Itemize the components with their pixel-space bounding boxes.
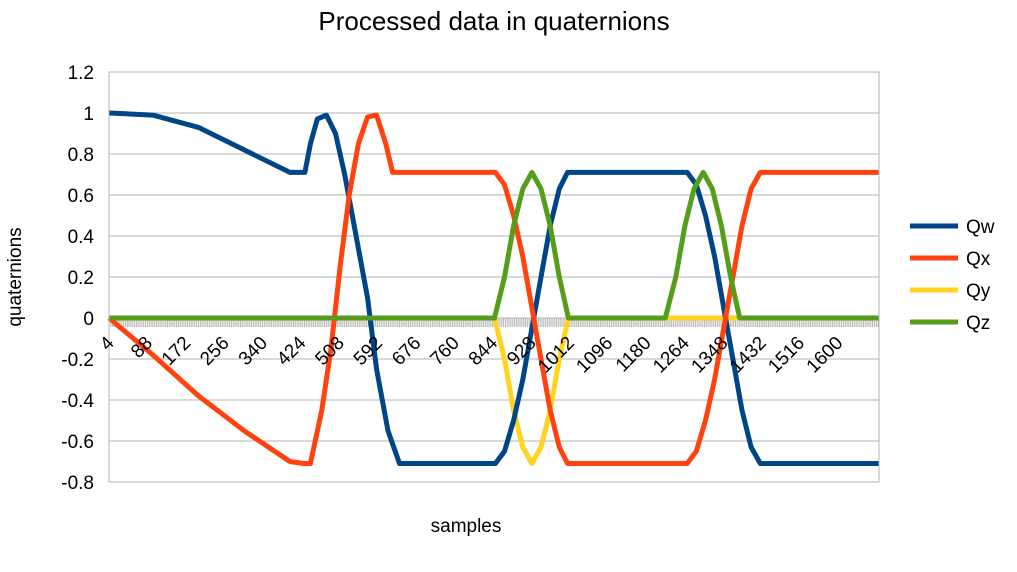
y-tick-label: 0.4 [68, 227, 95, 248]
y-tick-label: 0.6 [68, 186, 94, 207]
x-tick-label: 1096 [572, 333, 617, 378]
x-tick-label: 760 [427, 333, 464, 370]
legend-label-qy: Qy [966, 281, 991, 302]
y-tick-label: 0.8 [68, 145, 94, 166]
series-layer [107, 110, 879, 466]
x-tick-label: 4 [96, 332, 119, 355]
x-tick-label: 424 [273, 332, 311, 370]
x-tick-layer: 4 88 172 256 340 424 508 592 676 760 844 9281012109… [96, 332, 847, 377]
grid-layer [109, 71, 879, 483]
y-tick-label: 1 [83, 104, 94, 125]
plot-area [108, 71, 880, 483]
y-tick-label: 1.2 [68, 63, 94, 84]
y-axis-title: quaternions [5, 227, 26, 326]
y-tick-label: -0.8 [61, 473, 94, 494]
x-tick-label: 1516 [764, 333, 809, 378]
chart-title: Processed data in quaternions [318, 6, 669, 36]
x-tick-label: 1264 [649, 332, 694, 377]
x-tick-label: 1600 [803, 333, 848, 378]
x-tick-label: 592 [350, 333, 387, 370]
y-tick-label: -0.2 [61, 350, 94, 371]
legend-label-qw: Qw [966, 217, 995, 238]
y-tick-label: 0.2 [68, 268, 94, 289]
x-tick-label: 340 [235, 333, 272, 370]
y-tick-layer: -0.8 -0.6 -0.4 -0.2 0 0.2 0.4 0.6 0.8 1 1.2 [61, 63, 94, 494]
x-axis-title: samples [431, 516, 502, 537]
x-tick-label: 844 [465, 332, 503, 370]
x-tick-label: 256 [196, 333, 233, 370]
x-tick-label: 1348 [688, 333, 733, 378]
series-line-qw [108, 110, 879, 466]
legend-label-qx: Qx [966, 249, 991, 270]
y-tick-label: -0.6 [61, 432, 94, 453]
x-tick-label: 508 [311, 333, 348, 370]
series-line-qy [109, 315, 879, 466]
y-tick-label: -0.4 [61, 391, 94, 412]
y-tick-label: 0 [83, 309, 94, 330]
legend-label-qz: Qz [966, 313, 990, 334]
x-tick-label: 1180 [612, 333, 656, 377]
x-tick-label: 676 [388, 333, 425, 370]
series-line-qx [107, 112, 879, 466]
legend: Qw Qx Qy Qz [910, 217, 995, 334]
series-line-qz [109, 169, 879, 321]
